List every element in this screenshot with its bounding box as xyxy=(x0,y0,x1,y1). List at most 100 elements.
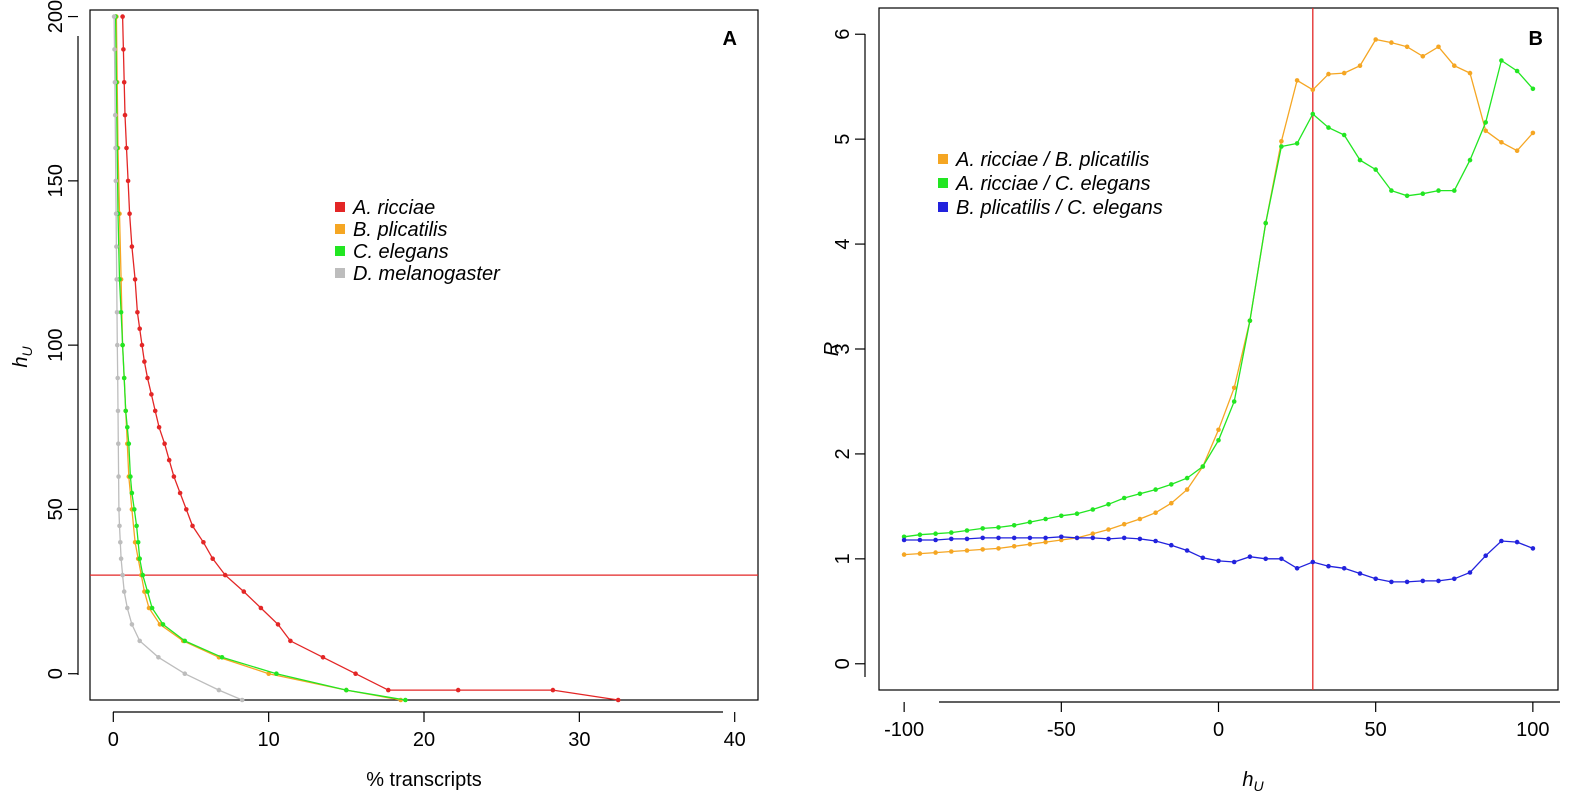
panel-a-data-point xyxy=(353,671,358,676)
panel-b-data-point xyxy=(996,535,1001,541)
panel-a-data-point xyxy=(118,556,124,561)
panel-a-series-line-b-plicatilis xyxy=(115,16,401,701)
panel-a-y-axis-label-sub: U xyxy=(19,346,35,357)
panel-a-data-point xyxy=(274,671,279,676)
panel-b-legend-label: B. plicatilis / C. elegans xyxy=(956,197,1163,219)
panel-b-data-point xyxy=(1389,188,1394,193)
panel-b-data-point xyxy=(1530,546,1536,551)
panel-a-data-point xyxy=(111,14,117,19)
panel-a-data-point xyxy=(615,697,621,703)
panel-a-y-axis-label-main: h xyxy=(10,357,32,368)
panel-a-data-point xyxy=(403,697,408,703)
panel-b-data-point xyxy=(1326,125,1331,130)
panel-a-series-line-d-melanogaster xyxy=(113,16,243,701)
panel-b-data-point xyxy=(1420,191,1426,196)
panel-a-data-point xyxy=(124,145,129,151)
panel-b-data-point xyxy=(1121,535,1127,541)
panel-a-x-tick-label: 40 xyxy=(724,729,746,751)
panel-a-data-point xyxy=(116,474,121,479)
panel-a-data-point xyxy=(149,605,155,611)
panel-a-y-tick-label: 0 xyxy=(45,668,67,679)
panel-a-data-point xyxy=(114,244,119,249)
panel-b-data-point xyxy=(1200,464,1206,469)
panel-a-y-tick-label: 100 xyxy=(45,328,67,361)
panel-a-data-point xyxy=(162,441,167,447)
panel-a-data-point xyxy=(145,375,150,381)
panel-b-data-point xyxy=(1389,579,1394,585)
panel-b-data-point xyxy=(1106,527,1111,532)
panel-a-data-point xyxy=(117,523,122,529)
panel-a-data-point xyxy=(137,638,142,644)
panel-a-series xyxy=(111,14,621,703)
panel-b-data-point xyxy=(1279,139,1284,144)
panel-a-x-tick-label: 30 xyxy=(568,729,590,751)
panel-b-y-axis-label-text: R xyxy=(821,342,843,356)
panel-a-data-point xyxy=(258,605,264,611)
panel-b-data-point xyxy=(1216,558,1221,564)
panel-a-data-point xyxy=(275,622,281,627)
panel-a-data-point xyxy=(115,375,120,381)
panel-a-data-point xyxy=(126,441,132,447)
panel-b-data-point xyxy=(1499,538,1504,544)
panel-a-data-point xyxy=(177,490,183,496)
panel-a-data-point xyxy=(112,112,118,118)
panel-a-data-point xyxy=(113,211,119,216)
panel-b-y-tick-label: 3 xyxy=(832,343,854,354)
panel-a-data-point xyxy=(121,80,127,85)
panel-b: -100 -50 0 50 100 0 1 2 3 4 5 6 B hU R A. ricciae /… xyxy=(821,7,1560,794)
panel-b-data-point xyxy=(1137,516,1143,522)
panel-a-data-point xyxy=(140,572,146,578)
panel-b-y-tick-label: 0 xyxy=(832,658,854,669)
panel-a-data-point xyxy=(182,638,188,644)
panel-b-data-point xyxy=(1043,516,1048,522)
panel-a-legend-swatch xyxy=(335,224,345,234)
panel-b-data-point xyxy=(1326,563,1331,569)
panel-b-data-point xyxy=(1341,132,1347,138)
panel-b-data-point xyxy=(1263,556,1268,562)
panel-a-legend-label: D. melanogaster xyxy=(353,263,501,285)
panel-b-data-point xyxy=(1153,538,1158,544)
panel-b-data-point xyxy=(980,526,985,531)
panel-b-data-point xyxy=(1357,63,1363,68)
panel-b-data-point xyxy=(1389,40,1394,45)
panel-a: 0 10 20 30 40 0 50 100 150 200 A % transcripts hU… xyxy=(10,0,759,791)
panel-a-data-point xyxy=(222,572,228,578)
panel-b-data-point xyxy=(1483,553,1488,558)
svg-text:hU: hU xyxy=(10,346,35,368)
panel-b-data-point xyxy=(1436,44,1441,50)
panel-a-data-point xyxy=(201,540,206,545)
panel-b-legend-label: A. ricciae / B. plicatilis xyxy=(955,149,1149,171)
panel-a-data-point xyxy=(219,655,225,660)
panel-a-data-point xyxy=(241,589,247,594)
panel-a-data-point xyxy=(145,589,150,594)
panel-b-y-tick-label: 1 xyxy=(832,553,854,564)
panel-a-data-point xyxy=(184,507,189,512)
panel-a-data-point xyxy=(137,556,142,561)
panel-a-data-point xyxy=(116,507,122,512)
panel-a-data-point xyxy=(115,342,120,348)
panel-a-data-point xyxy=(129,622,135,627)
panel-b-x-tick-label: 100 xyxy=(1516,719,1549,741)
panel-a-ticks: 0 10 20 30 40 0 50 100 150 200 xyxy=(45,0,746,751)
panel-a-data-point xyxy=(118,540,123,545)
panel-b-x-tick-label: -50 xyxy=(1047,719,1076,741)
panel-a-data-point xyxy=(125,178,131,184)
panel-a-data-point xyxy=(134,523,139,529)
panel-b-data-point xyxy=(901,552,907,557)
panel-b-data-point xyxy=(901,534,907,540)
panel-b-data-point xyxy=(1011,535,1017,541)
panel-b-data-point xyxy=(1514,539,1520,545)
panel-b-plot-frame xyxy=(878,7,1559,691)
panel-b-x-axis-label-sub: U xyxy=(1254,778,1265,794)
panel-a-data-point xyxy=(550,687,556,693)
panel-b-data-point xyxy=(1043,535,1048,541)
panel-b-data-point xyxy=(949,536,954,542)
panel-a-data-point xyxy=(114,277,119,282)
panel-b-data-point xyxy=(1483,128,1488,134)
panel-a-data-point xyxy=(113,178,119,184)
panel-a-data-point xyxy=(116,441,121,447)
panel-a-data-point xyxy=(455,687,461,693)
panel-b-x-tick-label: 50 xyxy=(1365,719,1387,741)
